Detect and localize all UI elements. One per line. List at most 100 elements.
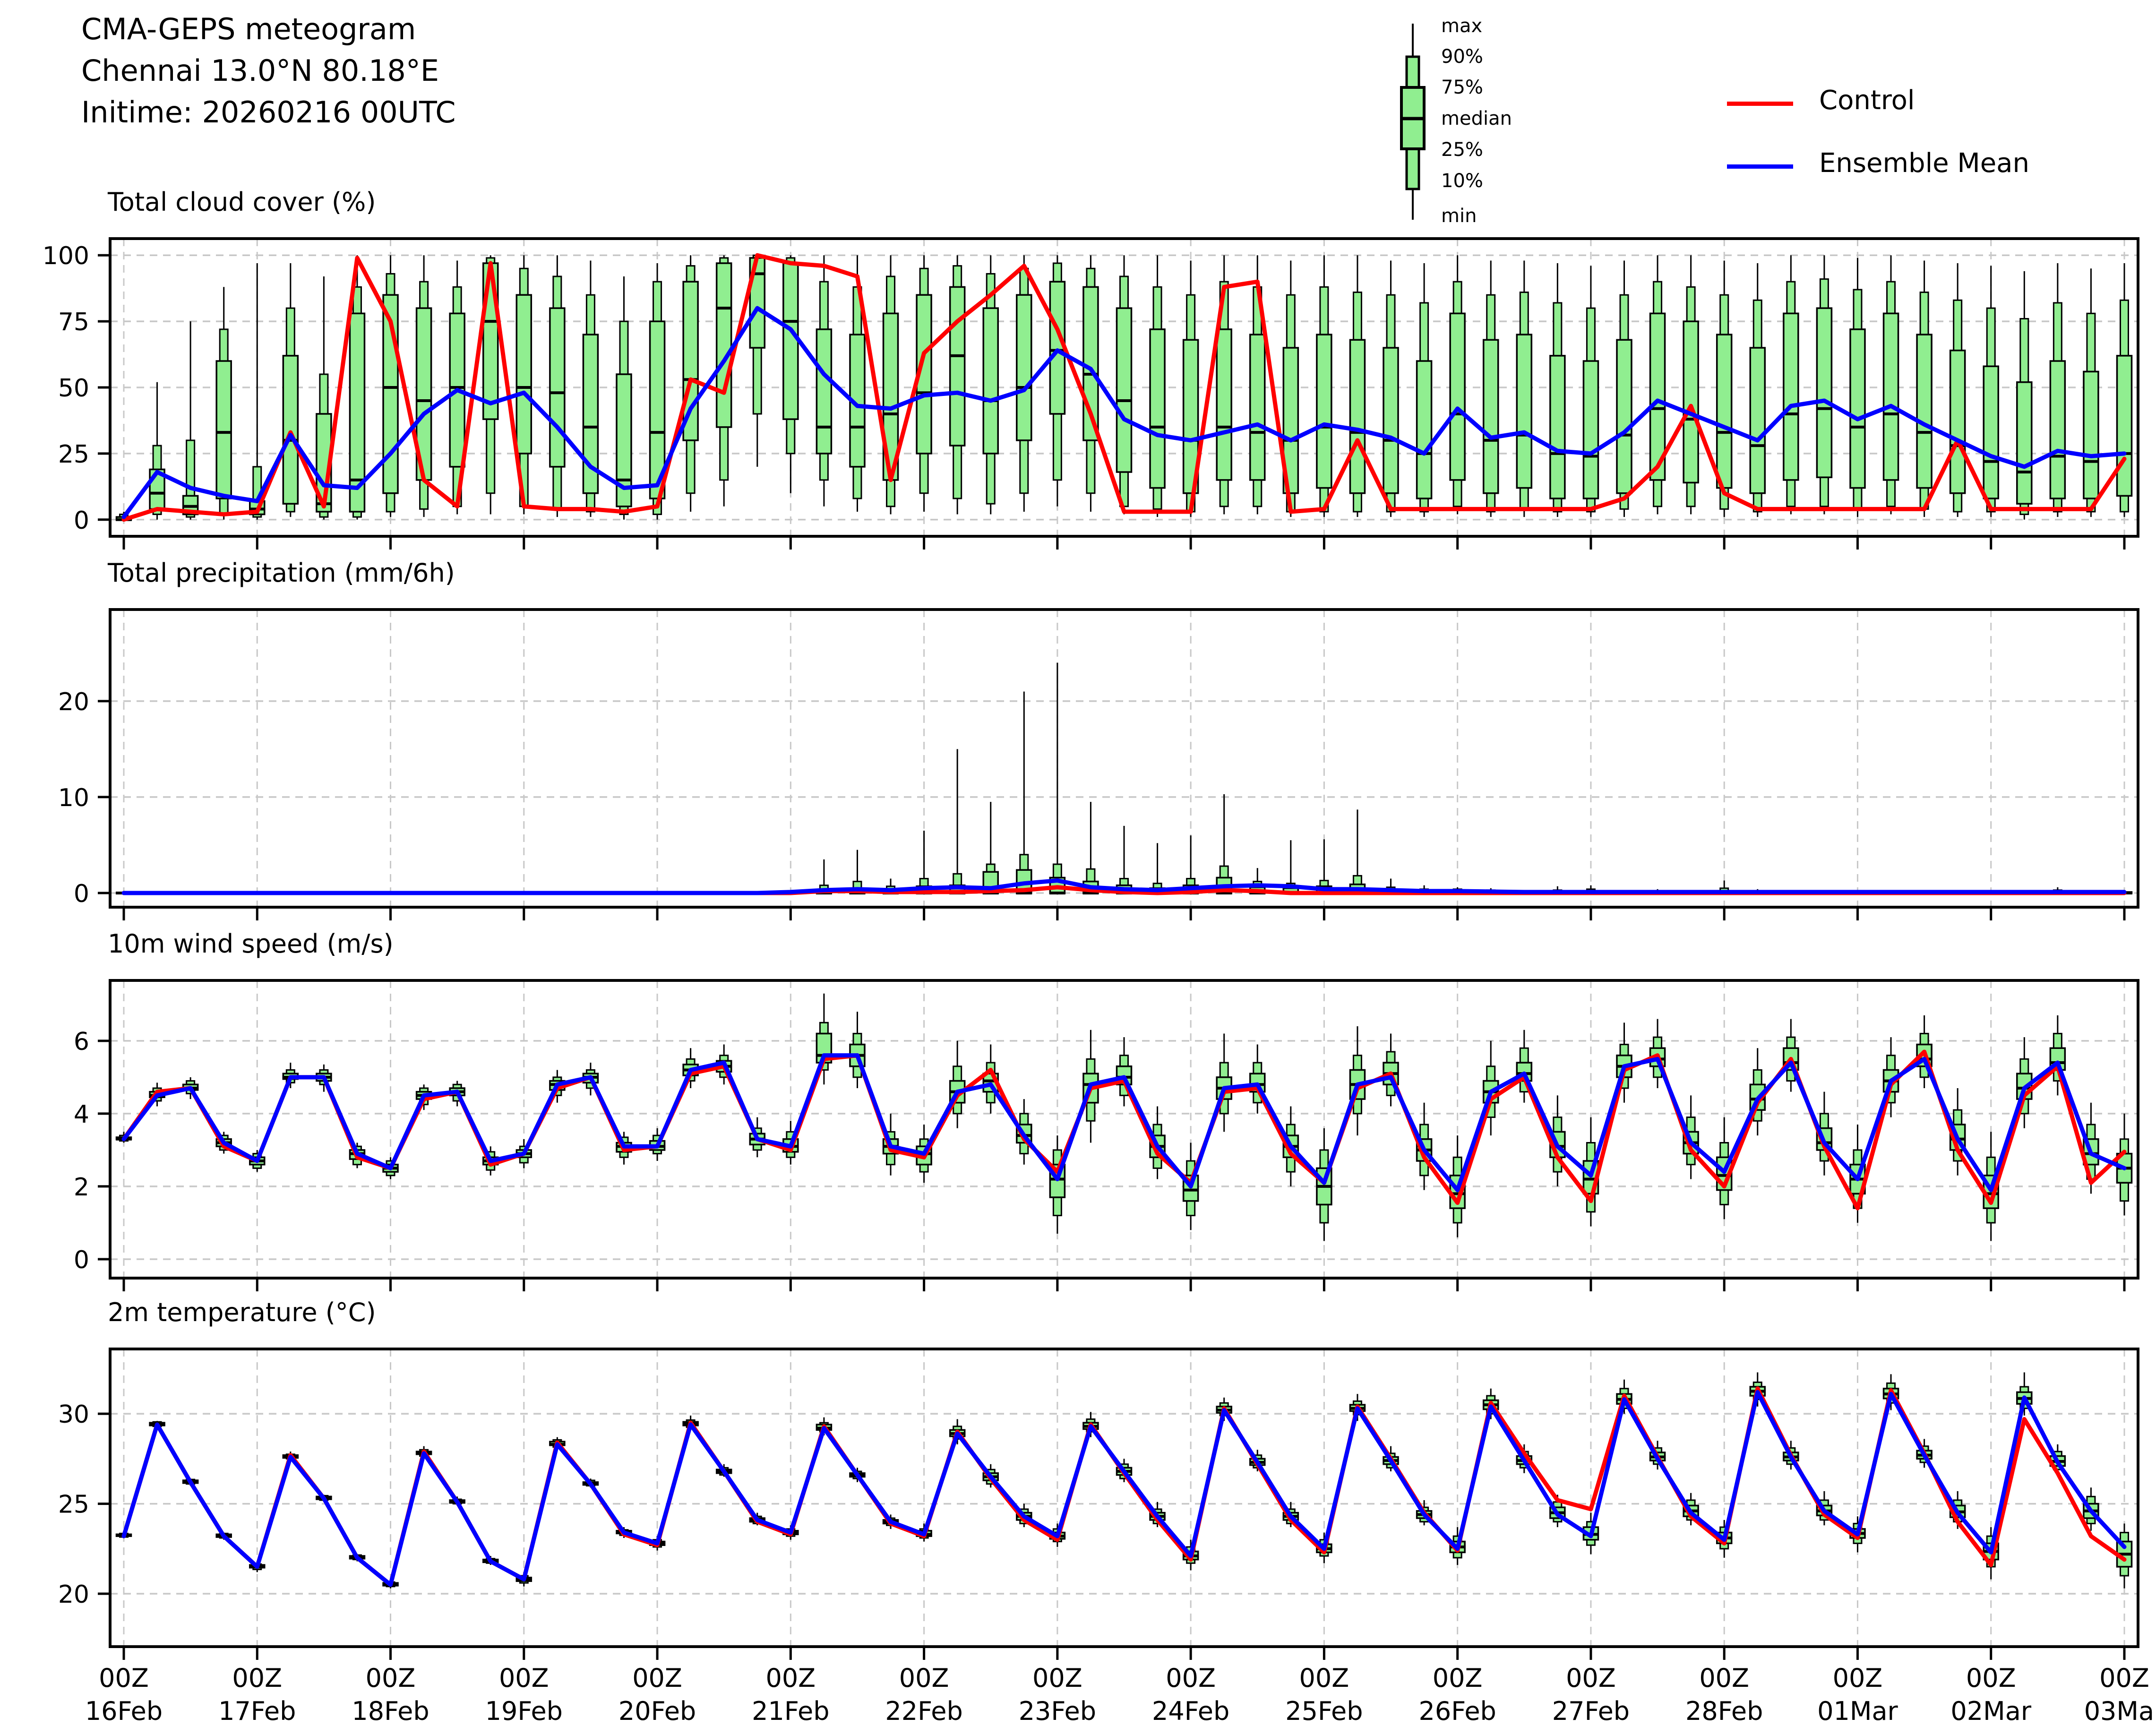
- panel-title-precip: Total precipitation (mm/6h): [108, 558, 455, 588]
- ytick-label: 0: [74, 507, 89, 535]
- box-25-75: [1516, 334, 1533, 489]
- box-25-75: [2083, 370, 2099, 499]
- box-25-75: [1983, 365, 1999, 499]
- ytick-label: 75: [58, 308, 89, 336]
- box-25-75: [949, 286, 966, 447]
- box-25-75: [1416, 360, 1433, 499]
- figure-title: CMA-GEPS meteogram: [81, 12, 416, 46]
- xtick-date-label: 28Feb: [1685, 1696, 1763, 1726]
- box-25-75: [816, 328, 833, 455]
- box-25-75: [1716, 334, 1733, 489]
- box-25-75: [1449, 312, 1466, 481]
- xtick-time-label: 00Z: [2099, 1663, 2149, 1693]
- xtick-date-label: 24Feb: [1152, 1696, 1229, 1726]
- xtick-date-label: 01Mar: [1817, 1696, 1898, 1726]
- box-25-75: [1749, 347, 1766, 494]
- xtick-date-label: 20Feb: [618, 1696, 696, 1726]
- xtick-date-label: 17Feb: [218, 1696, 296, 1726]
- ytick-label: 10: [58, 784, 89, 812]
- box-25-75: [1649, 312, 1666, 481]
- box-25-75: [1149, 328, 1166, 489]
- ensemble-mean-swatch: [1727, 164, 1793, 169]
- boxplot-series: [115, 254, 2133, 521]
- box-25-75: [1016, 294, 1032, 441]
- box-25-75: [982, 307, 999, 455]
- legend-25-label: 25%: [1441, 139, 1483, 161]
- boxplot-legend-glyph: [1400, 24, 1426, 220]
- ensemble-mean-label: Ensemble Mean: [1819, 148, 2029, 179]
- xtick-date-label: 23Feb: [1019, 1696, 1096, 1726]
- xtick-date-label: 16Feb: [85, 1696, 163, 1726]
- ytick-label: 50: [58, 374, 89, 403]
- panel-title-temp: 2m temperature (°C): [108, 1297, 376, 1327]
- legend-10-label: 10%: [1441, 170, 1483, 192]
- control-line: [121, 1386, 2127, 1587]
- box-25-75: [515, 294, 533, 455]
- xtick-time-label: 00Z: [1566, 1663, 1616, 1693]
- xtick-date-label: 26Feb: [1419, 1696, 1496, 1726]
- box-25-75: [1683, 320, 1699, 484]
- legend-max-label: max: [1441, 15, 1483, 37]
- ensemble-mean-line: [121, 306, 2127, 519]
- box-25-75: [1383, 347, 1399, 494]
- box-25-75: [1882, 312, 1899, 481]
- xtick-time-label: 00Z: [899, 1663, 949, 1693]
- xtick-time-label: 00Z: [232, 1663, 282, 1693]
- panel-border: [109, 1348, 2139, 1648]
- xtick-date-label: 27Feb: [1552, 1696, 1630, 1726]
- xtick-date-label: 21Feb: [752, 1696, 829, 1726]
- box-25-75: [2116, 355, 2133, 497]
- xtick-time-label: 00Z: [366, 1663, 416, 1693]
- box-25-75: [1582, 360, 1599, 499]
- ytick-label: 20: [58, 1580, 89, 1609]
- ytick-label: 0: [74, 880, 89, 908]
- box-25-75: [1349, 339, 1366, 494]
- xtick-date-label: 18Feb: [352, 1696, 429, 1726]
- box-25-75: [1282, 347, 1299, 494]
- box-25-75: [1249, 334, 1266, 481]
- panel-border: [109, 608, 2139, 909]
- panel-border: [109, 979, 2139, 1280]
- xtick-date-label: 03Mar: [2084, 1696, 2156, 1726]
- legend-90-label: 90%: [1441, 46, 1483, 68]
- ensemble-mean-line: [121, 878, 2127, 895]
- box-25-75: [1849, 328, 1866, 489]
- ytick-label: 20: [58, 688, 89, 716]
- box-25-75: [1216, 328, 1232, 481]
- box-25-75: [282, 355, 299, 505]
- control-label: Control: [1819, 85, 1915, 116]
- xtick-date-label: 02Mar: [1950, 1696, 2031, 1726]
- xtick-date-label: 25Feb: [1285, 1696, 1363, 1726]
- ensemble-mean-line: [121, 1390, 2127, 1587]
- ytick-label: 0: [74, 1246, 89, 1274]
- legend-median-label: median: [1441, 108, 1512, 129]
- box-25-75: [1916, 334, 1933, 489]
- xaxis-labels: 00Z16Feb00Z17Feb00Z18Feb00Z19Feb00Z20Feb…: [85, 1663, 2156, 1726]
- box-25-75: [582, 334, 599, 494]
- ytick-label: 30: [58, 1400, 89, 1429]
- box-25-75: [1949, 349, 1966, 494]
- box-25-75: [1616, 339, 1632, 494]
- xtick-time-label: 00Z: [1699, 1663, 1749, 1693]
- ytick-label: 4: [74, 1100, 89, 1129]
- ytick-label: 2: [74, 1173, 89, 1202]
- control-swatch: [1727, 102, 1793, 106]
- box-25-75: [1783, 312, 1799, 481]
- figure-header: CMA-GEPS meteogram Chennai 13.0°N 80.18°…: [81, 9, 456, 133]
- figure-inittime: Initime: 20260216 00UTC: [81, 95, 456, 129]
- xtick-time-label: 00Z: [99, 1663, 149, 1693]
- xtick-time-label: 00Z: [1166, 1663, 1216, 1693]
- ensemble-mean-line: [121, 1053, 2127, 1193]
- ytick-label: 25: [58, 1491, 89, 1519]
- xtick-time-label: 00Z: [765, 1663, 816, 1693]
- xtick-time-label: 00Z: [1833, 1663, 1883, 1693]
- box-25-75: [215, 360, 232, 499]
- panel-2: 0 2 4 6: [74, 979, 2139, 1291]
- box-25-75: [2049, 360, 2066, 499]
- boxplot-series: [116, 662, 2133, 894]
- boxplot-legend: max 90% 75% median 25% 10% min: [1389, 12, 1588, 234]
- xtick-date-label: 22Feb: [885, 1696, 962, 1726]
- legend-75-label: 75%: [1441, 77, 1483, 98]
- ytick-label: 100: [43, 242, 89, 270]
